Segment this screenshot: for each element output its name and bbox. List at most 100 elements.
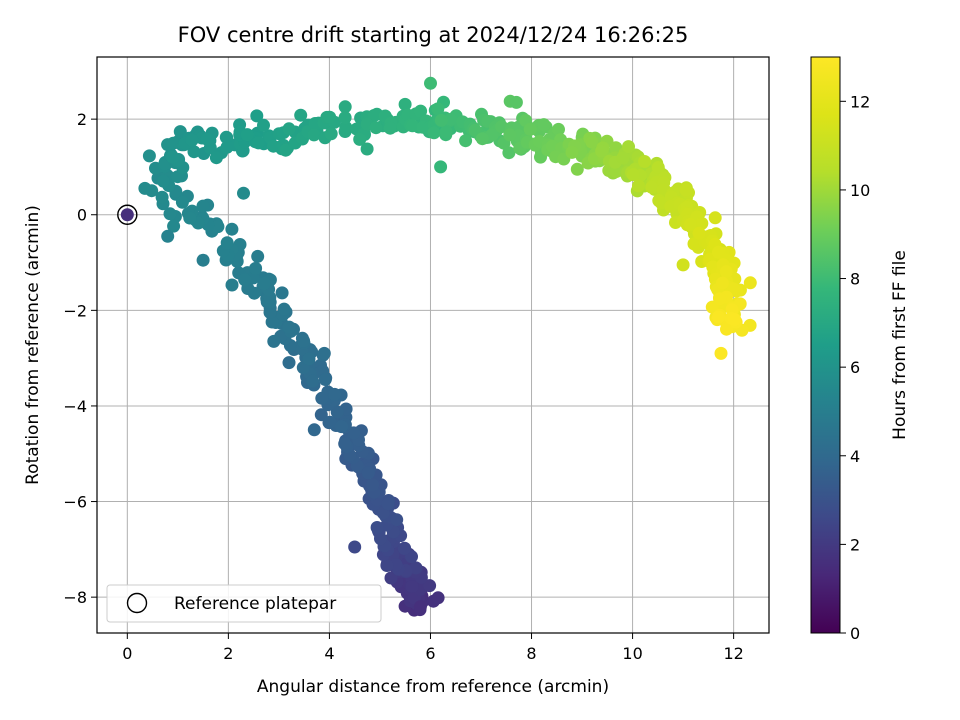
data-point	[317, 346, 331, 360]
colorbar-tick-label: 6	[850, 358, 860, 377]
y-tick-label: −2	[63, 301, 87, 320]
data-point	[405, 580, 419, 593]
data-point	[166, 136, 180, 150]
x-tick-label: 0	[122, 644, 132, 663]
data-point	[282, 122, 296, 136]
x-axis-label: Angular distance from reference (arcmin)	[257, 677, 609, 697]
data-point	[495, 120, 509, 134]
data-point	[743, 276, 757, 290]
data-point	[423, 579, 437, 593]
data-point	[676, 258, 690, 272]
data-point	[585, 135, 599, 149]
data-point	[225, 278, 239, 292]
y-axis-ticks: −8 −6 −4 −2 0 2	[63, 110, 97, 607]
colorbar-label: Hours from first FF file	[890, 250, 910, 440]
x-tick-label: 2	[223, 644, 233, 663]
data-point	[713, 292, 727, 306]
data-point	[307, 128, 321, 142]
data-point	[196, 253, 210, 267]
data-point	[211, 220, 225, 234]
data-point	[175, 195, 189, 209]
data-point	[361, 466, 375, 480]
data-point	[238, 273, 252, 287]
colorbar-tick-label: 8	[850, 270, 860, 289]
data-point	[279, 143, 293, 157]
data-point	[353, 132, 367, 146]
data-point	[142, 149, 156, 163]
data-point	[330, 405, 344, 419]
data-point	[622, 140, 635, 154]
reference-point-fill	[120, 208, 134, 222]
data-point	[167, 219, 181, 233]
data-point	[183, 211, 197, 225]
data-point	[434, 160, 448, 174]
data-point	[209, 151, 223, 165]
data-point	[384, 571, 398, 585]
data-point	[156, 174, 170, 188]
data-point	[251, 249, 265, 263]
data-point	[434, 113, 448, 127]
data-point	[369, 121, 383, 135]
y-tick-label: 0	[77, 206, 87, 225]
data-point	[166, 150, 179, 164]
reference-point-marker	[117, 204, 138, 225]
data-point	[314, 408, 328, 422]
data-point	[328, 387, 342, 401]
data-point	[297, 334, 311, 348]
data-point	[645, 180, 659, 194]
x-tick-label: 10	[622, 644, 642, 663]
data-point	[196, 199, 210, 213]
data-point	[348, 540, 362, 554]
data-point	[250, 109, 264, 123]
x-tick-label: 4	[324, 644, 334, 663]
data-point	[714, 346, 728, 360]
data-point	[409, 561, 423, 575]
data-point	[427, 126, 441, 140]
data-point	[708, 211, 722, 225]
colorbar-tick-label: 0	[850, 624, 860, 643]
data-point	[185, 133, 199, 147]
data-point	[155, 190, 169, 204]
data-point	[370, 521, 384, 534]
data-point	[459, 134, 473, 148]
data-point	[360, 142, 374, 156]
data-point	[266, 139, 280, 153]
data-point	[249, 261, 263, 275]
data-point	[712, 310, 725, 324]
data-point	[220, 140, 234, 154]
data-point	[414, 104, 428, 118]
data-point	[338, 100, 352, 114]
data-points	[117, 76, 757, 617]
data-point	[219, 130, 233, 144]
data-point	[398, 97, 412, 111]
data-point	[318, 373, 332, 386]
y-axis-label: Rotation from reference (arcmin)	[23, 205, 43, 485]
x-tick-label: 6	[425, 644, 435, 663]
data-point	[431, 102, 445, 116]
data-point	[687, 237, 701, 251]
data-point	[381, 497, 395, 511]
colorbar-tick-label: 10	[850, 181, 870, 200]
data-point	[366, 478, 380, 492]
data-point	[692, 226, 706, 240]
data-point	[338, 111, 352, 125]
data-point	[277, 302, 291, 316]
data-point	[335, 420, 348, 434]
colorbar-tick-label: 4	[850, 447, 860, 466]
data-point	[323, 415, 337, 429]
x-axis-ticks: 0 2 4 6 8 10 12	[122, 633, 744, 663]
data-point	[728, 313, 742, 326]
data-point	[609, 165, 623, 179]
data-point	[257, 118, 270, 132]
data-point	[251, 136, 265, 150]
data-point	[225, 222, 239, 236]
data-point	[267, 334, 281, 348]
data-point	[439, 125, 453, 139]
data-point	[468, 123, 482, 137]
data-point	[679, 183, 693, 197]
y-tick-label: 2	[77, 110, 87, 129]
data-point	[397, 542, 411, 555]
data-point	[715, 276, 729, 290]
data-point	[306, 374, 320, 388]
